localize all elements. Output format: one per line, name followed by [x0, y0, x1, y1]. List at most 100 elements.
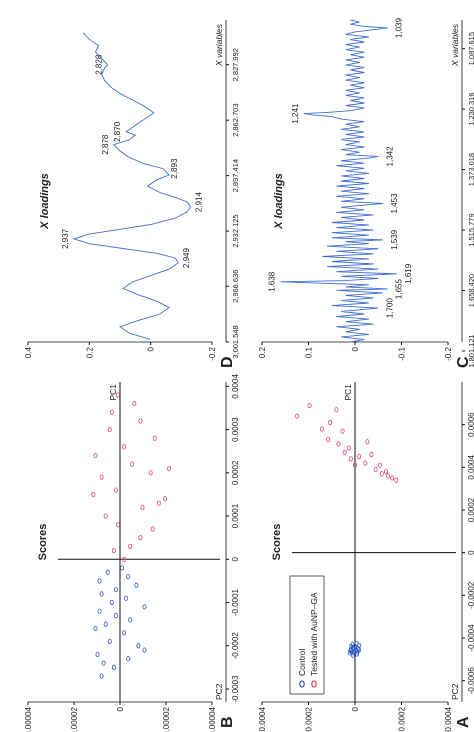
x-tick-label: 0.0004: [231, 374, 240, 399]
data-point-tested: [130, 461, 135, 467]
data-point-control: [134, 582, 139, 588]
x-tick-label: 0.0004: [467, 455, 474, 480]
chart-title: Scores: [37, 524, 49, 561]
panel-letter: D: [219, 356, 236, 368]
data-point-control: [136, 643, 141, 649]
data-point-tested: [93, 452, 98, 459]
data-point-control: [113, 612, 118, 619]
data-point-tested: [103, 513, 108, 519]
x-tick-label: 2,932.125: [231, 214, 240, 247]
legend-label: Tested with AuNP–GA: [309, 592, 319, 676]
data-point-tested: [365, 439, 370, 445]
x-tick-label: 1,515.779: [467, 213, 474, 246]
data-point-tested: [328, 419, 333, 426]
data-point-tested: [336, 441, 341, 447]
data-point-tested: [115, 392, 120, 398]
panel-B: B Scores 0.00004 0.00002 0 -0.00002 -0.00004 -0…: [24, 374, 240, 732]
data-point-tested: [115, 522, 120, 528]
x-axis-label: X variables: [214, 23, 224, 67]
data-point-tested: [152, 435, 157, 441]
x-tick-label: -0.0006: [467, 667, 474, 695]
y-tick-label: 0: [351, 346, 360, 351]
y-axis-label: PC2: [450, 683, 460, 700]
peak-label: 1,655: [395, 278, 404, 299]
x-tick-label: 0.0003: [231, 417, 240, 442]
data-point-tested: [162, 496, 167, 502]
data-point-tested: [390, 475, 395, 481]
y-tick-label: 0.1: [305, 346, 314, 358]
y-tick-label: -0.00004: [208, 706, 217, 732]
peak-label: 2,937: [61, 228, 70, 249]
x-tick-label: 2,897.414: [231, 159, 240, 192]
data-point-control: [355, 649, 360, 655]
peak-label: 2,828: [95, 54, 104, 75]
data-point-control: [351, 646, 356, 652]
y-tick-label: 0.0004: [258, 706, 267, 731]
y-tick-label: -0.2: [444, 346, 453, 360]
data-point-control: [126, 573, 131, 580]
x-tick-label: -0.0002: [231, 632, 240, 660]
rotated-figure: A Scores 0.0004 0.0002 0 -0.0002 -0.0004 -0.000…: [24, 17, 474, 732]
x-tick-label: 0.0002: [467, 497, 474, 522]
loadings-line: [72, 32, 192, 340]
data-point-control: [103, 621, 108, 627]
legend-marker: [311, 680, 317, 688]
data-point-control: [95, 651, 100, 658]
x-tick-label: 1,658.420: [467, 274, 474, 307]
x-tick-label: -0.0002: [467, 581, 474, 609]
legend-label: Control: [297, 648, 307, 676]
peak-label: 2,870: [113, 121, 122, 142]
data-point-tested: [379, 471, 384, 477]
data-point-control: [120, 565, 125, 571]
data-point-control: [99, 673, 104, 679]
x-tick-label: 2,862.703: [231, 103, 240, 136]
data-point-tested: [148, 470, 153, 476]
data-point-control: [126, 656, 131, 662]
peak-label: 2,878: [101, 134, 110, 155]
peak-label: 1,039: [395, 17, 404, 38]
x-axis-label: X variables: [450, 23, 460, 67]
peak-label: 1,539: [390, 229, 399, 250]
data-point-tested: [326, 437, 331, 443]
x-tick-label: 0.0001: [231, 503, 240, 528]
data-point-tested: [348, 456, 353, 462]
data-point-tested: [386, 473, 391, 479]
data-point-control: [111, 664, 116, 671]
x-tick-label: 0.0006: [467, 412, 474, 437]
y-tick-label: 0: [147, 346, 156, 351]
x-tick-label: -0.0004: [467, 624, 474, 652]
data-point-tested: [319, 426, 324, 432]
legend-box: [289, 575, 325, 695]
data-point-control: [97, 608, 102, 614]
data-point-tested: [91, 491, 96, 498]
x-tick-label: 3,001.548: [231, 325, 240, 358]
data-point-control: [97, 578, 102, 584]
data-point-control: [128, 617, 133, 623]
x-tick-label: 0: [467, 550, 474, 555]
y-tick-label: 0.4: [24, 346, 33, 358]
y-axis-label: X loadings: [39, 173, 51, 230]
data-point-tested: [363, 460, 368, 466]
data-point-tested: [111, 548, 116, 554]
y-tick-label: -0.0002: [398, 706, 407, 732]
data-point-tested: [369, 451, 374, 458]
data-point-tested: [352, 462, 357, 468]
peak-label: 1,453: [390, 193, 399, 214]
data-point-control: [99, 591, 104, 597]
panel-D: D X loadings X variables 0.4 0.2 0 -0.2 3,001.5…: [24, 20, 240, 368]
x-axis-label: PC1: [343, 384, 353, 401]
peak-label: 1,241: [291, 103, 300, 124]
x-tick-label: 1,230.316: [467, 92, 474, 125]
data-point-tested: [340, 428, 345, 434]
panel-A: A Scores 0.0004 0.0002 0 -0.0002 -0.0004 -0.000…: [258, 382, 474, 732]
y-tick-label: 0.0002: [305, 706, 314, 731]
peak-label: 2,914: [194, 192, 203, 213]
peak-label: 2,949: [182, 247, 191, 268]
data-point-tested: [107, 426, 112, 433]
data-point-control: [101, 660, 106, 666]
x-tick-label: 1,801.121: [467, 334, 474, 367]
peak-label: 2,893: [170, 158, 179, 179]
data-point-tested: [138, 418, 143, 424]
data-point-tested: [377, 462, 382, 468]
data-point-control: [109, 599, 114, 606]
